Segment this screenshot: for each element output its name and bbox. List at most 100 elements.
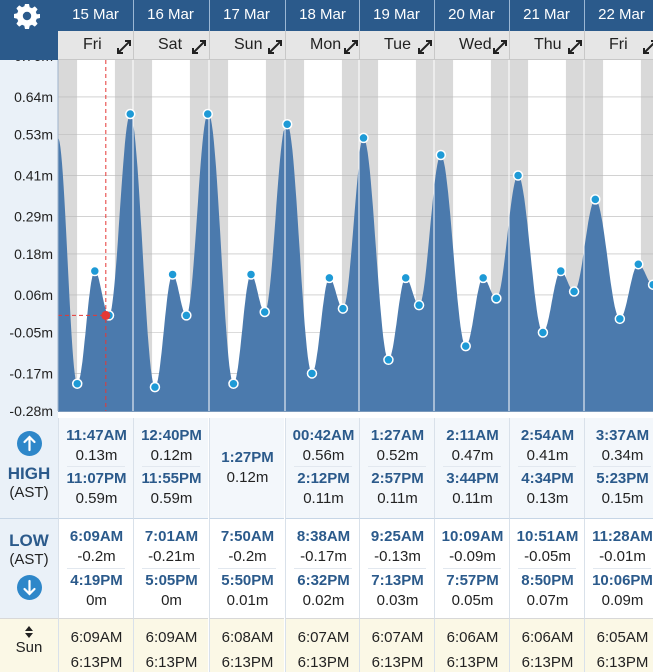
tide-time: 5:50PM <box>221 572 274 589</box>
tide-chart: 0.76m 0.64m 0.53m 0.41m 0.29m 0.18m 0.06m -0.05… <box>9 60 653 418</box>
date-header-row: 15 Mar 16 Mar 17 Mar 18 Mar 19 Mar 20 Mar 21 M… <box>58 0 653 31</box>
date-separator <box>584 0 585 31</box>
sunrise-time: 6:08AM <box>221 629 274 646</box>
tide-point <box>337 303 349 314</box>
date-cell: 21 Mar <box>523 6 570 23</box>
tide-point <box>460 340 471 352</box>
low-tide-cell: 8:38AM -0.17m 6:32PM 0.02m <box>285 518 360 618</box>
expand-arrows-icon[interactable] <box>116 37 132 65</box>
day-cell[interactable]: Tue <box>359 31 434 60</box>
tide-height: 0.13m <box>75 447 118 464</box>
tide-height: 0.13m <box>526 490 569 507</box>
tide-height: -0.17m <box>300 548 347 565</box>
tide-time: 8:50PM <box>521 572 574 589</box>
low-tide-cell: 7:01AM -0.21m 5:05PM 0m <box>133 518 208 618</box>
day-cell[interactable]: Fri <box>584 31 653 60</box>
tide-point <box>400 272 411 284</box>
tide-height: 0.59m <box>75 490 118 507</box>
day-separator <box>285 31 286 60</box>
expand-arrows-icon[interactable] <box>417 37 433 65</box>
low-tide-entry: 4:19PM 0m <box>59 571 134 611</box>
expand-arrows-icon[interactable] <box>267 37 283 65</box>
tide-area <box>58 114 653 411</box>
low-tide-entry: 8:38AM -0.17m <box>286 527 361 567</box>
tide-height: 0.11m <box>452 490 493 507</box>
tide-point <box>633 258 644 270</box>
high-tide-entry: 3:37AM 0.34m <box>585 426 653 466</box>
tide-time: 4:34PM <box>521 470 574 487</box>
high-tide-entry: 11:55PM 0.59m <box>134 469 209 509</box>
tide-height: 0.11m <box>303 490 344 507</box>
date-separator <box>209 0 210 31</box>
tide-time: 2:57PM <box>371 470 424 487</box>
tide-point <box>413 299 425 311</box>
low-tide-cell: 11:28AM -0.01m 10:06PM 0.09m <box>584 518 653 618</box>
tide-time: 1:27PM <box>221 449 274 466</box>
y-tick-label: -0.28m <box>9 403 53 418</box>
tide-point <box>181 310 192 321</box>
sunset-time: 6:13PM <box>70 654 123 671</box>
tide-time: 6:09AM <box>69 528 124 545</box>
tide-point <box>167 269 178 280</box>
y-tick-label: 0.41m <box>14 167 53 183</box>
sun-entry: 6:09AM 6:13PM <box>59 625 134 672</box>
day-cell[interactable]: Mon <box>285 31 360 60</box>
low-tide-entry: 5:05PM 0m <box>134 571 209 611</box>
low-tide-label: LOW (AST) <box>0 518 58 618</box>
tide-height: 0.59m <box>150 490 193 507</box>
day-name: Thu <box>534 36 562 53</box>
expand-arrows-icon[interactable] <box>343 37 359 65</box>
arrow-down-icon <box>16 575 42 600</box>
high-tide-entry: 00:42AM 0.56m <box>286 426 361 466</box>
y-tick-label: -0.17m <box>9 365 53 381</box>
sun-text: Sun <box>15 639 43 656</box>
date-cell: 19 Mar <box>373 6 420 23</box>
low-tide-entry: 5:50PM 0.01m <box>210 571 285 611</box>
high-tide-entry: 2:11AM 0.47m <box>435 426 510 466</box>
y-tick-label: 0.53m <box>14 127 53 143</box>
day-name: Mon <box>310 36 342 53</box>
low-tide-entry: 10:06PM 0.09m <box>585 571 653 611</box>
entry-divider <box>67 466 125 467</box>
high-tide-label: HIGH (AST) <box>0 418 58 518</box>
tide-table: HIGH (AST) LOW (AST) Sun 11:47AM 0.13m 11:… <box>0 418 653 672</box>
day-cell[interactable]: Wed <box>434 31 509 60</box>
day-cell[interactable]: Sat <box>133 31 208 60</box>
low-tide-entry: 7:50AM -0.2m <box>210 527 285 567</box>
sun-times-cell: 6:05AM 6:13PM <box>584 618 653 672</box>
tide-time: 10:09AM <box>441 528 504 545</box>
day-name: Fri <box>609 36 628 53</box>
expand-arrows-icon[interactable] <box>492 37 508 65</box>
day-cell[interactable]: Thu <box>509 31 584 60</box>
tide-time: 11:28AM <box>592 528 653 545</box>
sunrise-time: 6:09AM <box>145 629 198 646</box>
tide-time: 3:44PM <box>446 470 499 487</box>
y-axis-background <box>0 60 58 418</box>
high-tide-entry: 11:07PM 0.59m <box>59 469 134 509</box>
high-tide-cell: 00:42AM 0.56m 2:12PM 0.11m <box>285 418 360 518</box>
settings-button[interactable] <box>0 0 58 60</box>
tide-height: 0m <box>161 592 182 609</box>
expand-arrows-icon[interactable] <box>567 37 583 65</box>
tide-time: 9:25AM <box>370 528 425 545</box>
tide-height: -0.09m <box>449 548 496 565</box>
day-cell[interactable]: Fri <box>58 31 133 60</box>
high-tide-entry: 2:57PM 0.11m <box>360 469 435 509</box>
date-separator <box>359 0 360 31</box>
entry-divider <box>368 466 426 467</box>
y-tick-label: 0.76m <box>14 60 53 64</box>
day-separator <box>584 31 585 60</box>
day-separator <box>209 31 210 60</box>
day-cell[interactable]: Sun <box>209 31 284 60</box>
tide-point <box>71 378 83 389</box>
low-tide-cell: 10:09AM -0.09m 7:57PM 0.05m <box>434 518 509 618</box>
expand-arrows-icon[interactable] <box>191 37 207 65</box>
tide-height: 0.03m <box>376 592 419 609</box>
tide-point <box>537 327 549 338</box>
tide-height: 0.15m <box>601 490 644 507</box>
high-tide-entry: 12:40PM 0.12m <box>134 426 209 466</box>
sunrise-time: 6:07AM <box>297 629 350 646</box>
tide-height: 0.11m <box>377 490 418 507</box>
date-separator <box>509 0 510 31</box>
sun-times-cell: 6:09AM 6:13PM <box>58 618 133 672</box>
